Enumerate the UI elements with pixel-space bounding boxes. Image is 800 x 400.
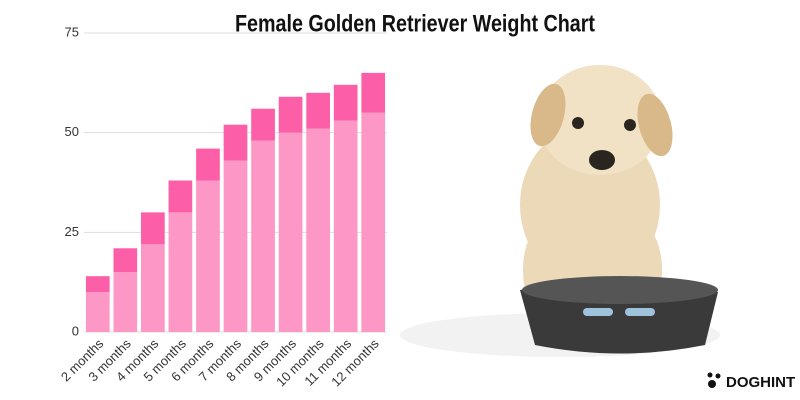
y-tick-label: 50 (65, 124, 79, 139)
brand-name: DOGHINT (726, 374, 795, 391)
bar-segment (361, 112, 386, 332)
bar-segment (85, 276, 110, 293)
bar-segment (251, 108, 275, 141)
brand-logo: DOGHINT (707, 372, 795, 391)
bar-segment (196, 180, 220, 332)
bar-segment (278, 96, 303, 133)
bar-segment (168, 212, 193, 332)
bar-segment (306, 128, 330, 332)
bar-segment (361, 72, 386, 113)
bar-segment (85, 292, 110, 332)
y-tick-label: 0 (72, 323, 79, 338)
bar-segment (306, 92, 330, 129)
bar-segment (113, 248, 138, 273)
bar-segment (223, 124, 248, 161)
bar-segment (113, 272, 138, 332)
bar-segment (278, 132, 303, 332)
bar-segment (141, 244, 165, 332)
bar-segment (251, 140, 275, 332)
y-tick-label: 25 (65, 224, 79, 239)
bar-segment (333, 84, 358, 121)
bar-segment (223, 160, 248, 332)
bar-segment (168, 180, 193, 213)
puppy-photo (400, 65, 720, 357)
bar-segment (141, 212, 165, 245)
y-tick-label: 75 (65, 24, 79, 39)
bar-segment (333, 120, 358, 332)
bar-segment (196, 148, 220, 181)
